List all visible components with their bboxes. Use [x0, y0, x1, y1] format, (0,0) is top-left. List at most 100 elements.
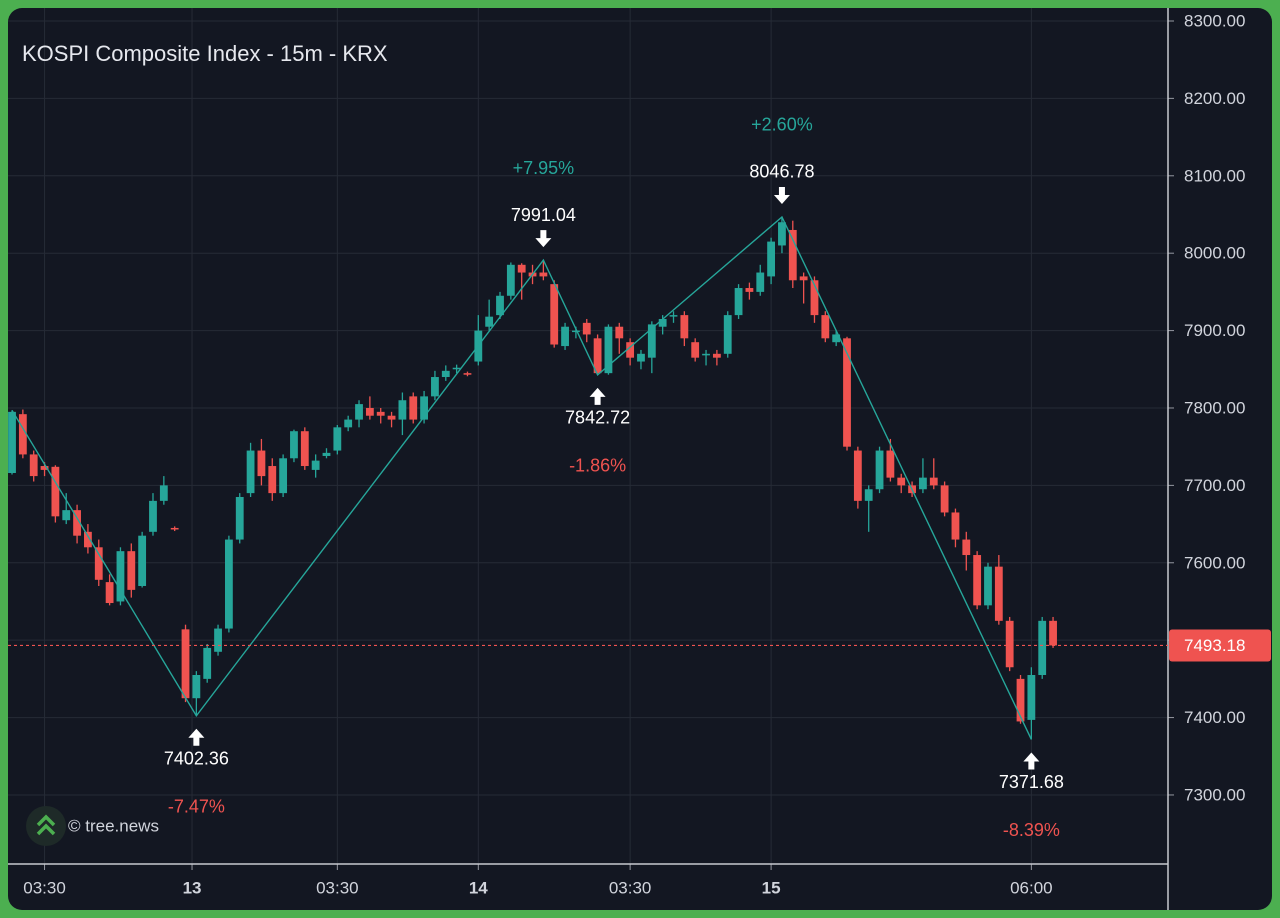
candle-body — [214, 628, 222, 652]
candle-body — [572, 330, 580, 333]
candle-body — [235, 496, 244, 540]
y-tick-label: 8000.00 — [1184, 244, 1245, 263]
candle-body — [94, 547, 103, 580]
candle-body — [496, 295, 504, 316]
candle-body — [170, 527, 179, 530]
candle-body — [105, 582, 114, 604]
candle-body — [658, 318, 667, 327]
candle-body — [29, 454, 38, 477]
x-tick-label: 03:30 — [609, 878, 652, 897]
candle-body — [778, 222, 786, 246]
candle-body — [127, 551, 136, 590]
candle-body — [810, 280, 819, 316]
candle-body — [702, 353, 710, 356]
candle-body — [919, 477, 927, 490]
candle-body — [116, 551, 125, 602]
candle-body — [279, 458, 288, 494]
candle-body — [984, 566, 992, 606]
pivot-arrow — [773, 186, 790, 204]
zigzag-line — [11, 215, 1032, 740]
candle-body — [506, 264, 515, 296]
candle-body — [853, 450, 862, 501]
candle-body — [886, 450, 895, 478]
candle-body — [441, 370, 450, 378]
candle-body — [8, 411, 16, 473]
pivot-arrow — [589, 387, 606, 405]
candle-body — [1049, 620, 1057, 646]
candle-body — [376, 411, 385, 416]
y-tick-label: 7800.00 — [1184, 398, 1245, 417]
candle-body — [485, 316, 494, 327]
candle-body — [756, 272, 765, 292]
candle-body — [832, 334, 841, 343]
candle-body — [398, 400, 407, 420]
chart-title: KOSPI Composite Index - 15m - KRX — [22, 41, 388, 66]
candle-body — [1016, 678, 1025, 722]
pivot-price: 7371.68 — [999, 772, 1064, 792]
candle-body — [712, 353, 721, 358]
x-tick-label: 15 — [762, 878, 781, 897]
x-tick-label: 03:30 — [316, 878, 359, 897]
candle-body — [387, 415, 396, 420]
y-tick-label: 8100.00 — [1184, 166, 1245, 185]
chart: KOSPI Composite Index - 15m - KRX 7300.0… — [8, 8, 1271, 910]
watermark: © tree.news — [26, 806, 159, 846]
last-price-label: 7493.18 — [1184, 636, 1245, 655]
y-tick-label: 8300.00 — [1184, 11, 1245, 30]
candle-body — [799, 276, 808, 281]
candle-body — [73, 510, 81, 536]
candle-body — [322, 452, 331, 456]
candle-body — [691, 342, 700, 358]
pivot-price: 8046.78 — [749, 162, 814, 182]
candle-body — [626, 342, 635, 358]
candle-body — [268, 466, 277, 494]
candle-body — [604, 326, 613, 374]
y-tick-label: 7700.00 — [1184, 476, 1245, 495]
candle-body — [821, 315, 830, 339]
candle-body — [669, 315, 678, 317]
watermark-text: © tree.news — [68, 816, 159, 835]
candle-body — [929, 477, 938, 486]
pivot-arrow — [1023, 752, 1040, 770]
candle-body — [420, 396, 428, 420]
candle-body — [734, 288, 743, 316]
candle-body — [224, 539, 233, 629]
x-tick-label: 06:00 — [1010, 878, 1053, 897]
candle-body — [550, 284, 559, 345]
candle-body — [463, 373, 472, 375]
candle-body — [962, 539, 971, 556]
candle-body — [159, 485, 168, 501]
candle-body — [431, 377, 439, 397]
pivot-change: +7.95% — [513, 158, 575, 178]
candle-body — [246, 450, 255, 494]
candle-body — [788, 229, 797, 281]
candle-body — [897, 477, 906, 486]
chart-panel: KOSPI Composite Index - 15m - KRX 7300.0… — [8, 8, 1272, 910]
candle-body — [637, 353, 645, 362]
candle-body — [723, 315, 732, 354]
candle-body — [203, 647, 212, 679]
candle-body — [257, 450, 266, 477]
candle-body — [51, 466, 60, 517]
candle-body — [409, 396, 418, 420]
candle-body — [994, 566, 1003, 621]
y-tick-label: 7400.00 — [1184, 708, 1245, 727]
y-tick-label: 8200.00 — [1184, 89, 1245, 108]
candle-body — [365, 407, 374, 416]
candle-body — [582, 322, 591, 335]
candle-body — [745, 288, 754, 292]
last-price-tag — [1169, 629, 1271, 662]
candle-body — [843, 338, 851, 447]
pivot-change: -1.86% — [569, 456, 626, 476]
candle-body — [875, 450, 884, 490]
candle-body — [344, 419, 353, 428]
candle-body — [767, 241, 776, 277]
pivot-arrow — [188, 728, 205, 746]
logo-chevrons — [36, 814, 56, 836]
y-tick-label: 7900.00 — [1184, 321, 1245, 340]
candle-body — [593, 338, 602, 374]
candle-body — [1038, 620, 1047, 675]
x-tick-label: 14 — [469, 878, 488, 897]
candle-body — [355, 404, 363, 420]
